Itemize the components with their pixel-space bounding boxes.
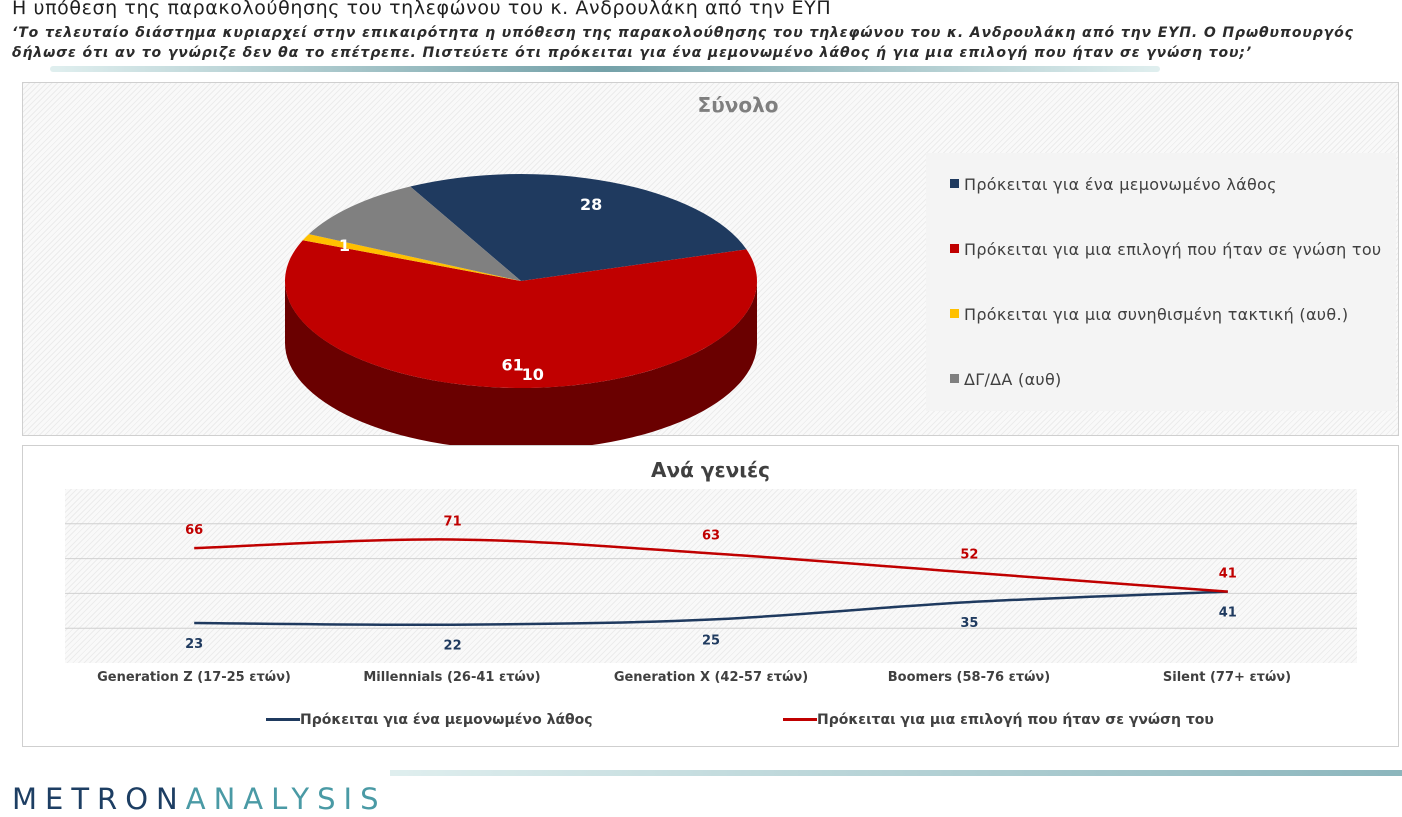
x-tick-label: Generation Z (17-25 ετών): [97, 670, 291, 685]
legend-swatch: [950, 374, 959, 383]
footer-divider: [390, 770, 1402, 776]
legend-swatch: [950, 309, 959, 318]
pie-legend-item: ΔΓ/ΔΑ (αυθ): [950, 370, 1062, 389]
page-title: Η υπόθεση της παρακολούθησης του τηλεφών…: [12, 0, 832, 19]
pie-slice: [302, 234, 521, 281]
pie-slice: [410, 174, 747, 281]
pie-data-label: 10: [522, 365, 544, 384]
pie-data-label: 1: [339, 236, 350, 255]
pie-legend-label: Πρόκειται για μια συνηθισμένη τακτική (α…: [964, 305, 1349, 324]
line-legend-label: Πρόκειται για ένα μεμονωμένο λάθος: [300, 712, 593, 728]
line-data-label: 41: [1219, 606, 1237, 621]
plot-area: 23 22 25 35 41 66 71 63 52 41: [65, 489, 1357, 663]
pie-tops: [284, 174, 757, 388]
legend-swatch: [950, 244, 959, 253]
pie-labels: 28 61 1 10: [339, 195, 602, 384]
company-logo: METRONANALYSIS: [12, 782, 387, 816]
line-chart-panel: Ανά γενιές 23 22 25 35 41 66 71 63 52 41 Generati…: [22, 445, 1399, 747]
legend-line-swatch: [783, 717, 817, 721]
pie-legend-label: ΔΓ/ΔΑ (αυθ): [964, 370, 1062, 389]
pie-data-label: 28: [580, 195, 602, 214]
x-tick-label: Millennials (26-41 ετών): [363, 670, 541, 685]
pie-slice: [308, 186, 521, 281]
line-data-label: 25: [702, 634, 720, 649]
x-tick-label: Boomers (58-76 ετών): [887, 670, 1051, 685]
line-chart: 23 22 25 35 41 66 71 63 52 41: [65, 514, 1357, 654]
pie-chart: 28 61 1 10: [284, 174, 757, 450]
pie-data-label: 61: [502, 355, 524, 374]
legend-swatch: [950, 179, 959, 188]
line-data-label: 71: [444, 514, 462, 529]
pie-chart-title: Σύνολο: [697, 93, 779, 117]
line-legend-item: Πρόκειται για ένα μεμονωμένο λάθος: [266, 712, 593, 728]
pie-chart-panel: Σύνολο 28 61 1 10 Πρόκειται για ένα μεμονωμ…: [22, 82, 1399, 450]
series-line: [194, 590, 1228, 627]
line-data-label: 41: [1219, 567, 1237, 582]
pie-legend-item: Πρόκειται για μια επιλογή που ήταν σε γν…: [950, 240, 1381, 259]
pie-legend-item: Πρόκειται για ένα μεμονωμένο λάθος: [950, 175, 1277, 194]
line-legend-item: Πρόκειται για μια επιλογή που ήταν σε γν…: [783, 712, 1214, 728]
line-data-label: 22: [444, 639, 462, 654]
x-tick-label: Silent (77+ ετών): [1162, 670, 1292, 685]
line-data-label: 52: [960, 548, 978, 563]
pie-legend: Πρόκειται για ένα μεμονωμένο λάθος Πρόκε…: [926, 153, 1396, 411]
pie-legend-label: Πρόκειται για ένα μεμονωμένο λάθος: [964, 175, 1277, 194]
legend-line-swatch: [266, 717, 300, 721]
pie-slice: [284, 240, 757, 388]
x-tick-label: Generation X (42-57 ετών): [613, 670, 809, 685]
series-line: [194, 538, 1228, 593]
pie-slice-side: [285, 281, 757, 450]
line-chart-title: Ανά γενιές: [651, 458, 770, 482]
pie-legend-item: Πρόκειται για μια συνηθισμένη τακτική (α…: [950, 305, 1348, 324]
survey-question: ‘Το τελευταίο διάστημα κυριαρχεί στην επ…: [12, 25, 1354, 61]
gridlines: [65, 523, 1357, 629]
pie-legend-label: Πρόκειται για μια επιλογή που ήταν σε γν…: [964, 240, 1382, 259]
line-data-label: 63: [702, 528, 720, 543]
line-data-label: 66: [185, 523, 203, 538]
line-data-label: 35: [960, 616, 978, 631]
logo-part1: METRON: [12, 782, 186, 816]
logo-part2: ANALYSIS: [185, 782, 387, 816]
line-data-label: 23: [185, 637, 203, 652]
pie-sides: [285, 281, 757, 450]
title-underline: [50, 66, 1160, 72]
line-legend-label: Πρόκειται για μια επιλογή που ήταν σε γν…: [817, 712, 1214, 728]
